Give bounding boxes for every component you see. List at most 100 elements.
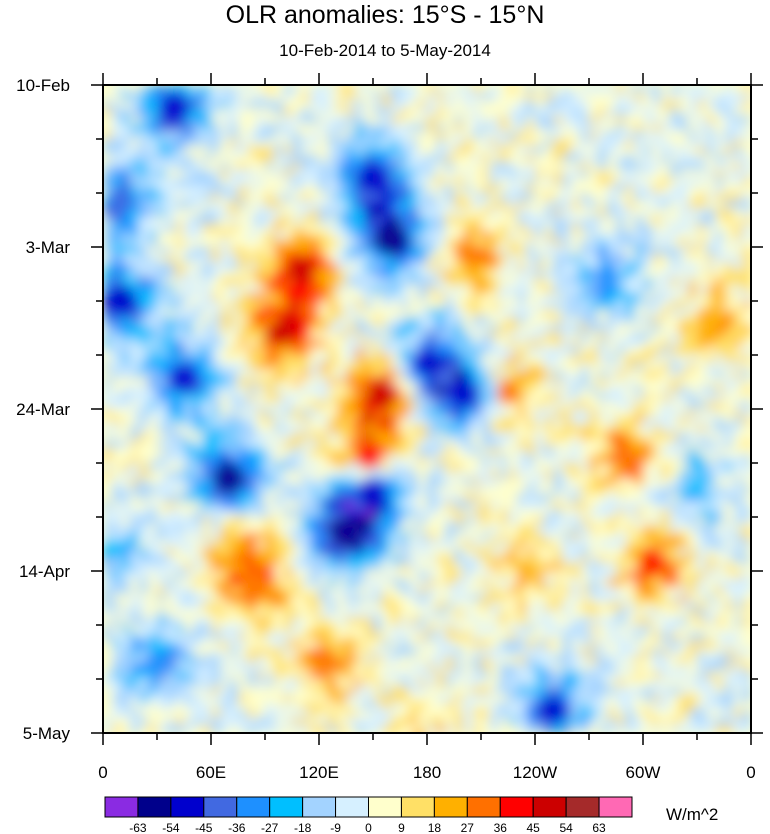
field-cell <box>418 200 428 210</box>
field-cell <box>679 208 689 217</box>
field-cell <box>337 301 347 310</box>
field-cell <box>229 617 239 626</box>
field-cell <box>148 439 158 449</box>
field-cell <box>274 200 284 210</box>
field-cell <box>193 293 203 302</box>
field-cell <box>148 578 158 588</box>
field-cell <box>310 578 320 588</box>
field-cell <box>634 385 644 395</box>
field-cell <box>328 293 338 302</box>
field-cell <box>499 486 509 495</box>
field-cell <box>490 524 500 534</box>
field-cell <box>112 393 122 402</box>
field-cell <box>589 532 599 541</box>
field-cell <box>688 139 698 148</box>
field-cell <box>391 501 401 510</box>
field-cell <box>625 200 635 210</box>
field-cell <box>598 609 608 618</box>
field-cell <box>427 208 437 217</box>
field-cell <box>103 254 113 264</box>
field-cell <box>139 208 149 217</box>
field-cell <box>517 509 527 518</box>
field-cell <box>580 208 590 217</box>
field-cell <box>103 463 113 472</box>
field-cell <box>409 85 419 94</box>
field-cell <box>148 416 158 426</box>
field-cell <box>715 146 725 156</box>
field-cell <box>562 277 572 287</box>
field-cell <box>391 331 401 341</box>
field-cell <box>211 540 221 549</box>
field-cell <box>139 270 149 279</box>
field-cell <box>742 493 751 503</box>
field-cell <box>247 362 257 372</box>
field-cell <box>634 347 644 356</box>
field-cell <box>535 247 545 256</box>
field-cell <box>454 162 464 171</box>
field-cell <box>409 601 419 611</box>
field-cell <box>283 231 293 240</box>
field-cell <box>643 169 653 179</box>
field-cell <box>463 547 473 557</box>
field-cell <box>463 432 473 441</box>
field-cell <box>571 131 581 140</box>
field-cell <box>481 601 491 611</box>
field-cell <box>652 532 662 541</box>
field-cell <box>715 601 725 611</box>
field-cell <box>679 231 689 240</box>
field-cell <box>121 262 131 271</box>
field-cell <box>184 123 194 132</box>
field-cell <box>643 424 653 433</box>
field-cell <box>706 432 716 441</box>
field-cell <box>580 347 590 356</box>
field-cell <box>607 385 617 395</box>
field-cell <box>130 331 140 341</box>
field-cell <box>571 594 581 603</box>
field-cell <box>166 146 176 156</box>
field-cell <box>139 115 149 125</box>
field-cell <box>328 493 338 503</box>
field-cell <box>733 555 743 564</box>
field-cell <box>706 331 716 341</box>
field-cell <box>562 547 572 557</box>
field-cell <box>589 324 599 333</box>
field-cell <box>571 385 581 395</box>
field-cell <box>697 524 707 534</box>
field-cell <box>148 177 158 186</box>
field-cell <box>211 578 221 588</box>
field-cell <box>544 162 554 171</box>
field-cell <box>256 486 266 495</box>
field-cell <box>508 486 518 495</box>
field-cell <box>733 301 743 310</box>
field-cell <box>148 285 158 294</box>
field-cell <box>706 385 716 395</box>
field-cell <box>607 517 617 526</box>
field-cell <box>247 540 257 549</box>
field-cell <box>211 432 221 441</box>
field-cell <box>355 216 365 225</box>
field-cell <box>571 293 581 302</box>
field-cell <box>373 301 383 310</box>
field-cell <box>211 463 221 472</box>
field-cell <box>526 231 536 240</box>
field-cell <box>643 301 653 310</box>
field-cell <box>310 493 320 503</box>
field-cell <box>499 92 509 102</box>
field-cell <box>337 563 347 572</box>
field-cell <box>436 247 446 256</box>
field-cell <box>715 416 725 426</box>
field-cell <box>139 92 149 102</box>
field-cell <box>616 347 626 356</box>
field-cell <box>139 262 149 271</box>
field-cell <box>454 586 464 595</box>
field-cell <box>202 131 212 140</box>
field-cell <box>643 439 653 449</box>
field-cell <box>238 231 248 240</box>
field-cell <box>589 254 599 264</box>
field-cell <box>103 262 113 271</box>
field-cell <box>391 447 401 456</box>
field-cell <box>265 208 275 217</box>
field-cell <box>391 416 401 426</box>
field-cell <box>517 378 527 387</box>
field-cell <box>481 463 491 472</box>
